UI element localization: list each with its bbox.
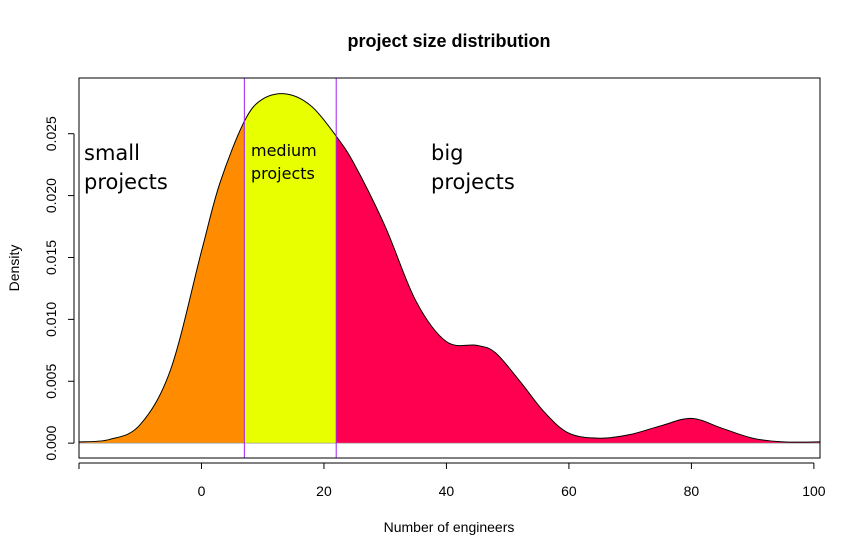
y-axis-label: Density xyxy=(6,245,22,292)
x-axis-label: Number of engineers xyxy=(384,519,515,535)
y-tick-label: 0.020 xyxy=(43,178,59,213)
region-label-1-line-0: medium xyxy=(251,141,317,160)
y-tick-label: 0.005 xyxy=(43,364,59,399)
region-label-2-line-1: projects xyxy=(431,170,515,194)
x-tick-label: 80 xyxy=(684,483,700,499)
region-label-2-line-0: big xyxy=(431,141,464,165)
y-axis: 0.000 0.005 0.010 0.015 0.020 0.025 xyxy=(43,116,75,461)
region-fill-1 xyxy=(244,93,337,444)
x-tick-label: 100 xyxy=(802,483,826,499)
density-curve-line xyxy=(78,93,821,443)
x-tick-label: 20 xyxy=(316,483,332,499)
boundary-lines xyxy=(243,78,337,458)
y-tick-label: 0.000 xyxy=(43,425,59,460)
x-tick-label: 60 xyxy=(561,483,577,499)
chart-title: project size distribution xyxy=(347,31,550,51)
y-tick-label: 0.010 xyxy=(43,302,59,337)
region-fills xyxy=(79,93,820,444)
x-tick-label: 0 xyxy=(198,483,206,499)
plot-frame xyxy=(78,77,821,459)
region-label-1-line-1: projects xyxy=(251,164,315,183)
region-label-0-line-1: projects xyxy=(84,170,168,194)
x-tick-label: 40 xyxy=(439,483,455,499)
y-tick-label: 0.015 xyxy=(43,240,59,275)
region-labels: small projects medium projects big projects xyxy=(84,141,515,194)
x-axis: 0 20 40 60 80 100 xyxy=(78,462,826,499)
region-fill-0 xyxy=(79,121,245,444)
region-label-0-line-0: small xyxy=(84,141,140,165)
region-fill-2 xyxy=(336,136,820,444)
y-tick-label: 0.025 xyxy=(43,116,59,151)
